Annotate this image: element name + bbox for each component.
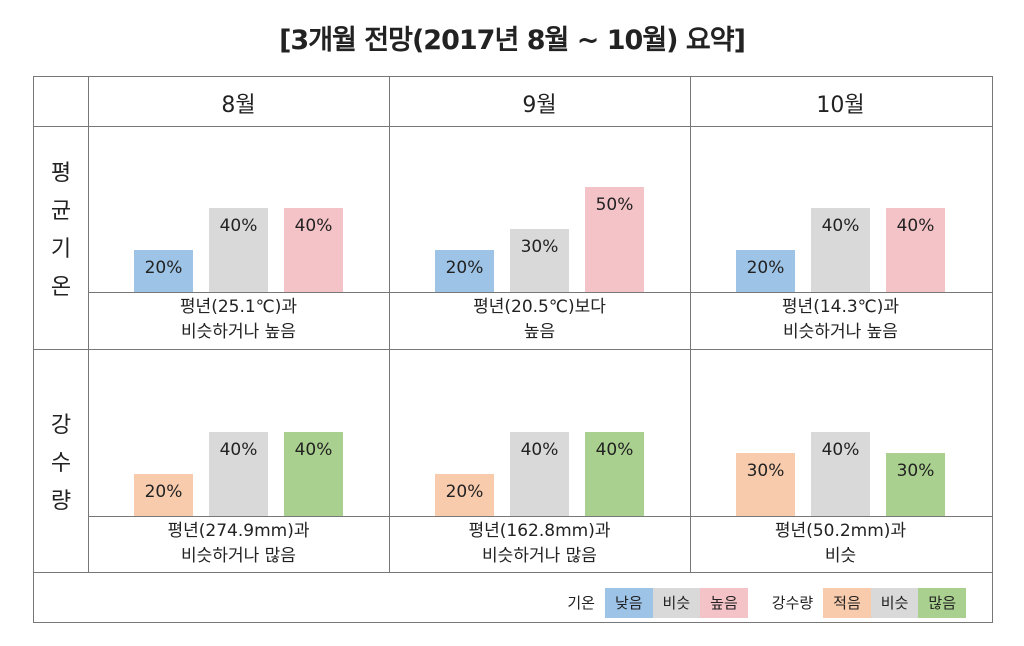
bar: 40%	[811, 208, 870, 292]
forecast-description: 비슷하거나 높음	[181, 322, 296, 342]
bar: 30%	[736, 453, 795, 516]
bar: 30%	[886, 453, 945, 516]
chart-baseline	[88, 292, 992, 293]
legend: 기온 낮음 비슷 높음 강수량 적음 비슷 많음	[557, 588, 966, 618]
month-header: 9월	[522, 93, 557, 118]
bar: 20%	[435, 474, 494, 516]
row-divider	[34, 572, 992, 573]
bar: 20%	[134, 250, 193, 292]
forecast-description: 비슷하거나 많음	[482, 546, 597, 566]
bar: 20%	[134, 474, 193, 516]
month-header: 8월	[221, 93, 256, 118]
legend-temp-similar: 비슷	[652, 588, 701, 618]
bar: 40%	[510, 432, 569, 516]
bar: 40%	[284, 208, 343, 292]
row-label-char: 강	[50, 413, 72, 438]
legend-precip-high: 많음	[918, 588, 966, 618]
forecast-description: 평년(50.2mm)과	[774, 521, 907, 541]
column-divider	[690, 77, 691, 572]
bar: 50%	[585, 187, 644, 292]
column-divider	[389, 77, 390, 572]
forecast-description: 평년(274.9mm)과	[167, 521, 310, 541]
month-header: 10월	[816, 93, 865, 118]
row-divider	[34, 126, 992, 127]
column-divider	[88, 77, 89, 572]
row-label-char: 균	[50, 199, 72, 224]
row-label-char: 량	[50, 489, 72, 514]
bar: 40%	[209, 432, 268, 516]
bar: 40%	[886, 208, 945, 292]
bar: 40%	[585, 432, 644, 516]
legend-precip-similar: 비슷	[870, 588, 919, 618]
forecast-description: 평년(162.8mm)과	[468, 521, 611, 541]
forecast-description: 비슷하거나 많음	[181, 546, 296, 566]
legend-temp-title: 기온	[567, 594, 595, 612]
forecast-description: 비슷하거나 높음	[783, 322, 898, 342]
legend-precip-low: 적음	[823, 588, 871, 618]
row-label-char: 수	[50, 451, 72, 476]
legend-temp-low: 낮음	[604, 588, 653, 618]
forecast-description: 비슷	[824, 546, 857, 566]
row-label-char: 평	[50, 161, 72, 186]
bar: 40%	[811, 432, 870, 516]
forecast-description: 높음	[523, 322, 556, 342]
page-title: [3개월 전망(2017년 8월 ~ 10월) 요약]	[279, 25, 746, 56]
forecast-description: 평년(25.1℃)과	[179, 297, 298, 317]
summary-table: 기온 낮음 비슷 높음 강수량 적음 비슷 많음 8월 9월 10월 평 균 기 온 강 수 량 2…	[33, 76, 993, 623]
forecast-description: 평년(20.5℃)보다	[473, 297, 606, 317]
legend-precip-title: 강수량	[771, 594, 814, 612]
row-label-char: 온	[50, 275, 72, 300]
legend-temp-high: 높음	[700, 588, 748, 618]
bar: 40%	[284, 432, 343, 516]
bar: 40%	[209, 208, 268, 292]
forecast-description: 평년(14.3℃)과	[781, 297, 900, 317]
bar: 20%	[736, 250, 795, 292]
row-divider	[34, 349, 992, 350]
bar: 30%	[510, 229, 569, 292]
row-label-char: 기	[50, 237, 72, 262]
chart-baseline	[88, 516, 992, 517]
bar: 20%	[435, 250, 494, 292]
